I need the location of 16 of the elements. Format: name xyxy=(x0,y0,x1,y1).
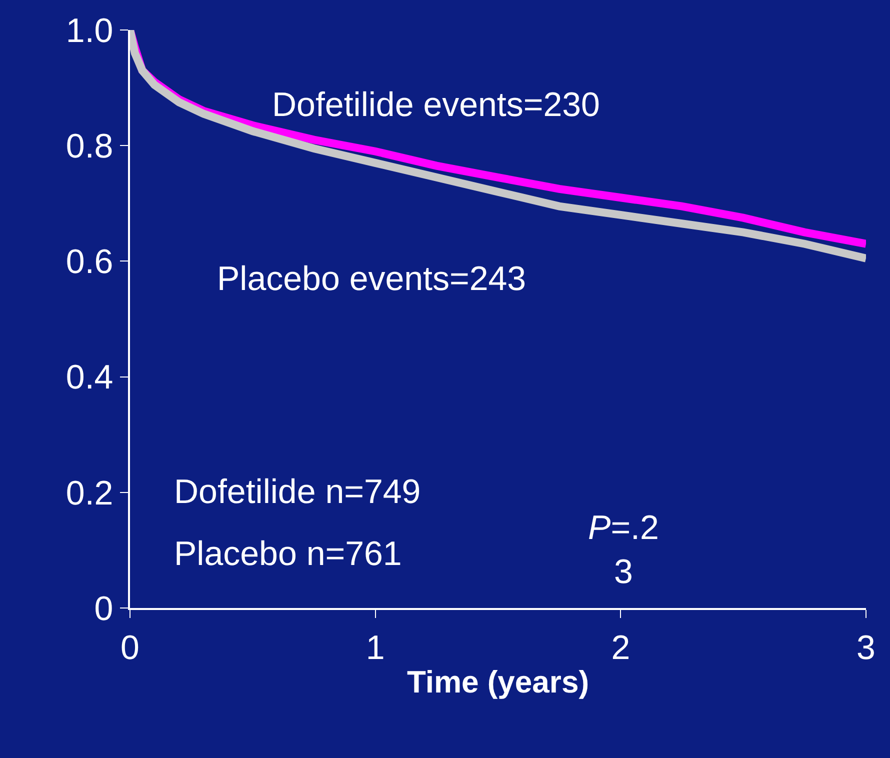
x-tick-label: 0 xyxy=(120,628,140,667)
y-tick-label: 0.8 xyxy=(66,128,114,166)
annotation: Placebo n=761 xyxy=(174,535,402,573)
annotation: P=.2 3 xyxy=(588,509,659,592)
x-tick-label: 1 xyxy=(366,628,385,667)
y-tick-label: 0.6 xyxy=(66,243,114,282)
annotation: Dofetilide n=749 xyxy=(174,473,421,511)
y-tick-label: 0 xyxy=(94,590,114,628)
x-axis-title: Time (years) xyxy=(406,664,590,700)
y-tick-label: 1.0 xyxy=(66,12,114,50)
annotation: Placebo events=243 xyxy=(217,260,526,298)
y-tick-label: 0.4 xyxy=(66,358,114,397)
y-tick-label: 0.2 xyxy=(66,474,114,512)
annotation: Dofetilide events=230 xyxy=(272,86,600,124)
x-tick-label: 2 xyxy=(611,628,630,667)
x-tick-label: 3 xyxy=(856,628,876,667)
